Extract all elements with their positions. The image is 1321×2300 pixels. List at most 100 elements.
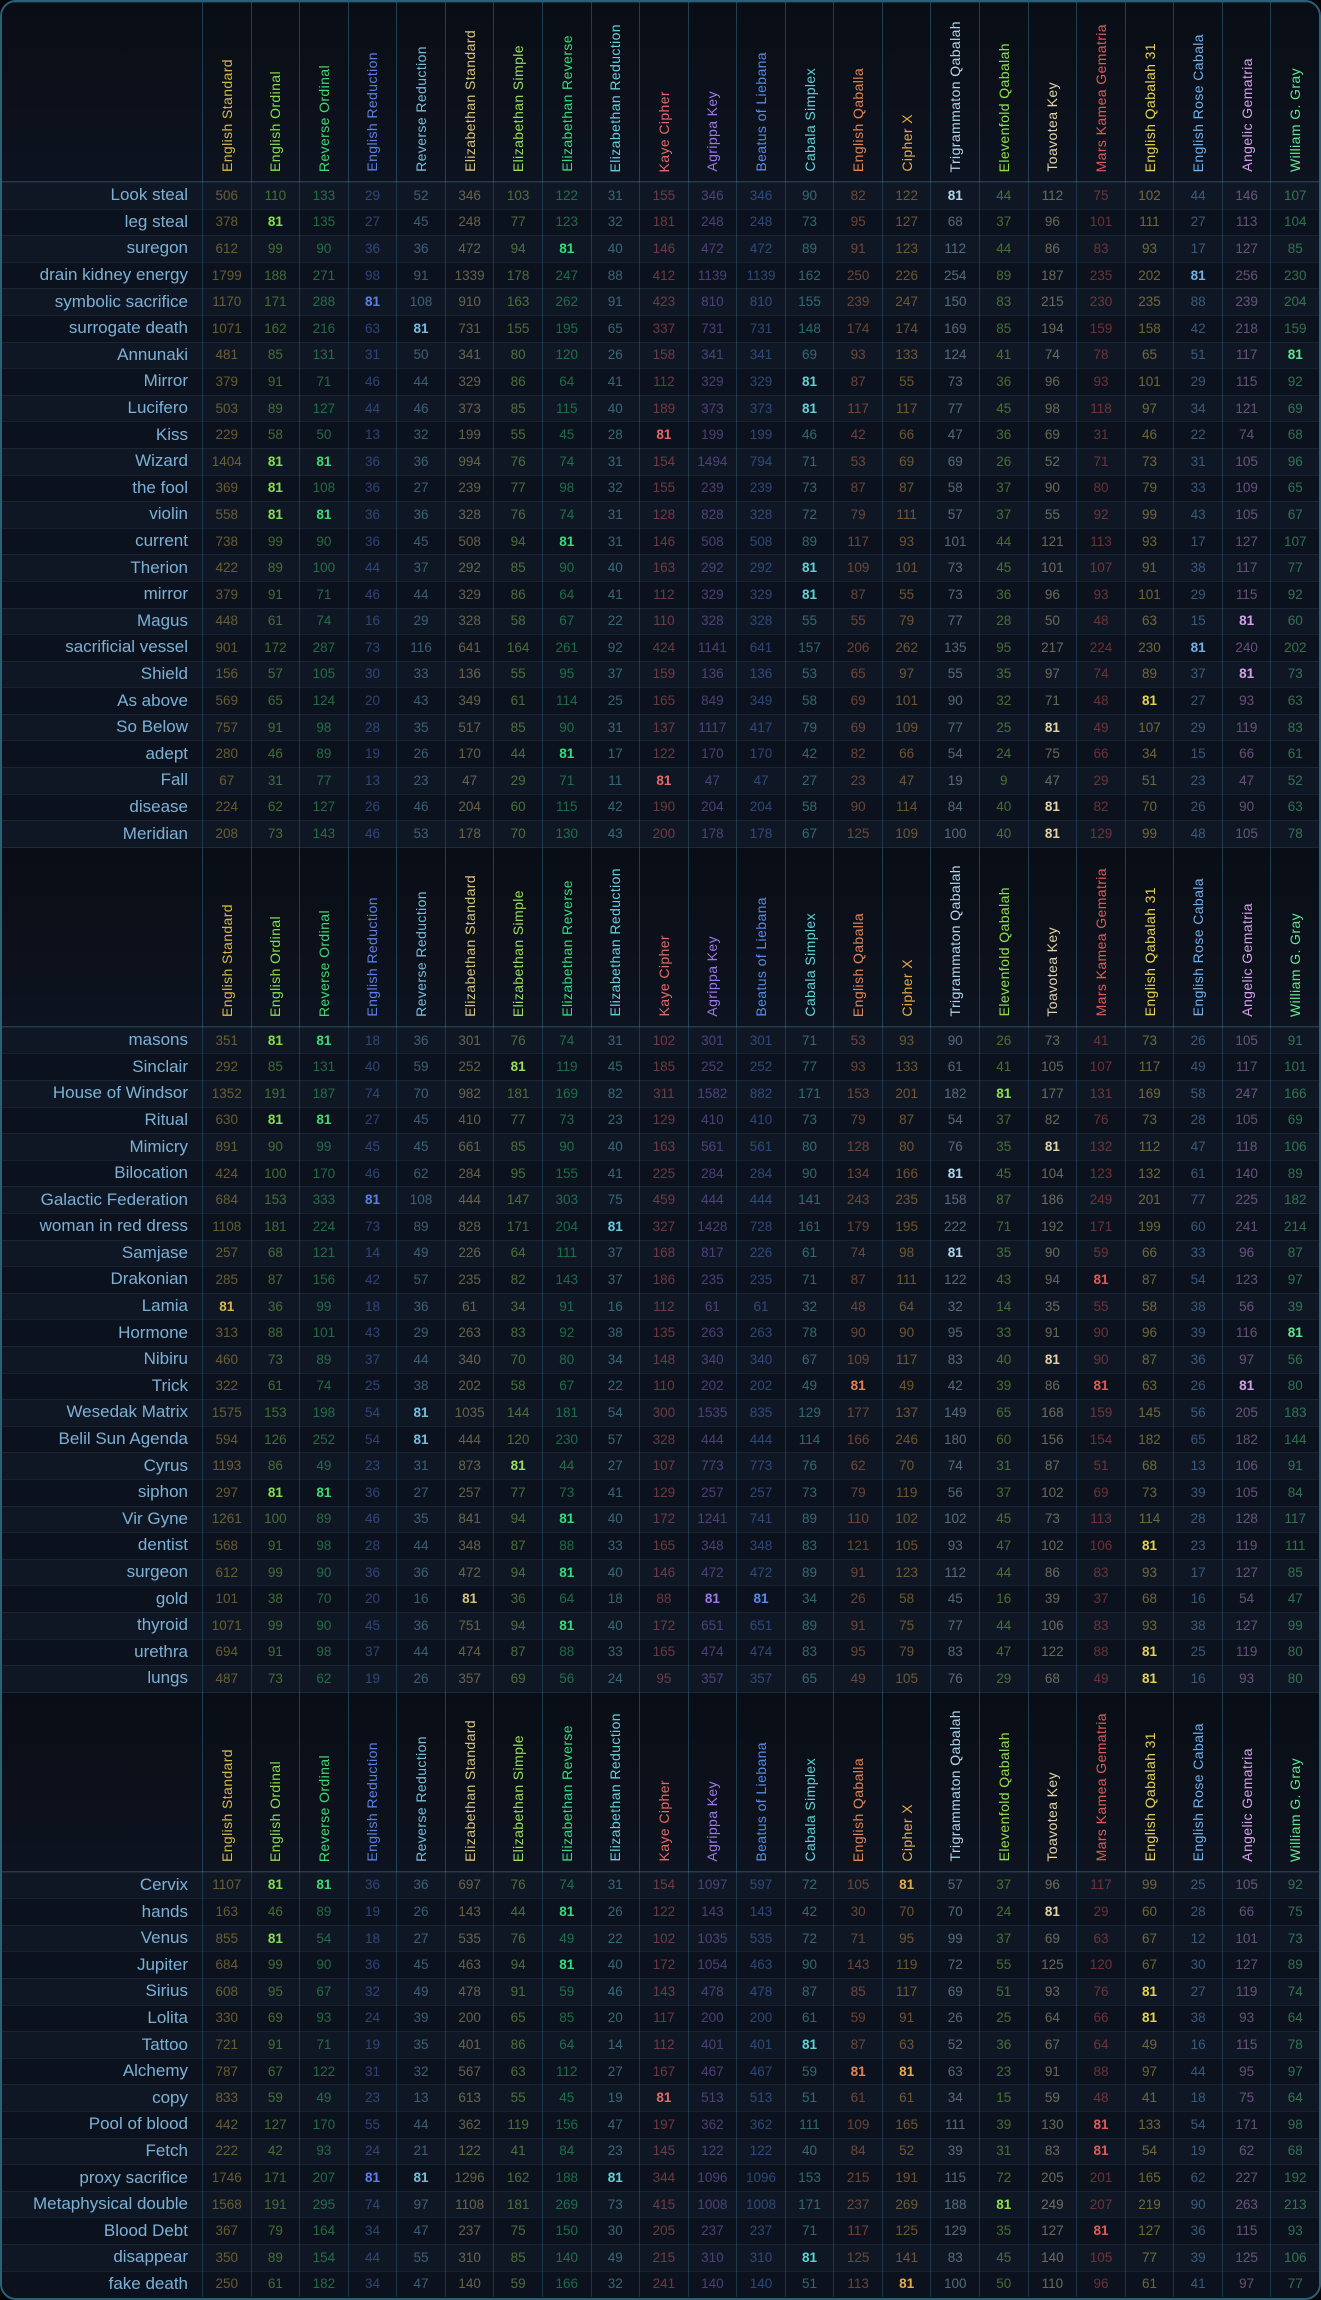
phrase-link[interactable]: Samjase (121, 1242, 188, 1262)
phrase-link[interactable]: surrogate death (68, 318, 188, 338)
column-header-english-qaballa[interactable]: English Qaballa (833, 846, 882, 1027)
phrase-link[interactable]: Jupiter (136, 1954, 188, 1974)
column-header-agrippa-key[interactable]: Agrippa Key (687, 1691, 737, 1872)
column-header-mars-kamea-gematria[interactable]: Mars Kamea Gematria (1076, 846, 1125, 1027)
phrase-link[interactable]: proxy sacrifice (79, 2167, 188, 2187)
column-header-toavotea-key[interactable]: Toavotea Key (1027, 1691, 1077, 1872)
column-header-angelic-gematria[interactable]: Angelic Gematria (1221, 846, 1271, 1027)
column-header-elevenfold-qabalah[interactable]: Elevenfold Qabalah (979, 846, 1028, 1027)
column-header-elizabethan-standard[interactable]: Elizabethan Standard (444, 846, 494, 1027)
column-header-kaye-cipher[interactable]: Kaye Cipher (639, 846, 688, 1027)
phrase-link[interactable]: dentist (137, 1535, 188, 1555)
column-header-kaye-cipher[interactable]: Kaye Cipher (639, 2, 688, 182)
phrase-link[interactable]: Metaphysical double (33, 2194, 188, 2214)
phrase-link[interactable]: Sinclair (132, 1056, 188, 1076)
column-header-reverse-reduction[interactable]: Reverse Reduction (396, 2, 445, 182)
column-header-english-standard[interactable]: English Standard (202, 2, 251, 182)
phrase-link[interactable]: Venus (140, 1928, 188, 1948)
phrase-link[interactable]: So Below (116, 717, 188, 737)
column-header-toavotea-key[interactable]: Toavotea Key (1027, 846, 1077, 1027)
phrase-link[interactable]: Lucifero (127, 398, 188, 418)
phrase-link[interactable]: Bilocation (114, 1163, 188, 1183)
phrase-link[interactable]: lungs (147, 1668, 188, 1688)
phrase-link[interactable]: Mimicry (129, 1136, 188, 1156)
column-header-english-qaballa[interactable]: English Qaballa (833, 2, 882, 182)
column-header-elizabethan-reverse[interactable]: Elizabethan Reverse (541, 846, 591, 1027)
phrase-link[interactable]: woman in red dress (39, 1216, 188, 1236)
column-header-elevenfold-qabalah[interactable]: Elevenfold Qabalah (979, 1691, 1028, 1872)
phrase-link[interactable]: violin (149, 504, 188, 524)
phrase-link[interactable]: surgeon (126, 1562, 188, 1582)
phrase-link[interactable]: Cervix (139, 1874, 188, 1894)
phrase-link[interactable]: House of Windsor (52, 1083, 188, 1103)
column-header-william-g-gray[interactable]: William G. Gray (1270, 846, 1319, 1027)
column-header-cipher-x[interactable]: Cipher X (881, 1691, 931, 1872)
phrase-link[interactable]: disappear (113, 2247, 188, 2267)
phrase-link[interactable]: Belil Sun Agenda (58, 1429, 189, 1449)
phrase-link[interactable]: Magus (136, 610, 188, 630)
phrase-link[interactable]: copy (152, 2087, 188, 2107)
phrase-link[interactable]: Vir Gyne (122, 1508, 188, 1528)
column-header-cabala-simplex[interactable]: Cabala Simplex (784, 846, 834, 1027)
phrase-link[interactable]: disease (129, 796, 188, 816)
column-header-english-qabalah-31[interactable]: English Qabalah 31 (1124, 2, 1174, 182)
column-header-toavotea-key[interactable]: Toavotea Key (1027, 2, 1077, 182)
phrase-link[interactable]: urethra (134, 1641, 188, 1661)
phrase-link[interactable]: Therion (130, 557, 188, 577)
column-header-angelic-gematria[interactable]: Angelic Gematria (1221, 2, 1271, 182)
phrase-link[interactable]: masons (128, 1030, 188, 1050)
column-header-elizabethan-standard[interactable]: Elizabethan Standard (444, 1691, 494, 1872)
phrase-link[interactable]: Ritual (144, 1109, 188, 1129)
phrase-link[interactable]: Sirius (145, 1981, 188, 2001)
column-header-english-qabalah-31[interactable]: English Qabalah 31 (1124, 846, 1174, 1027)
column-header-reverse-ordinal[interactable]: Reverse Ordinal (299, 1691, 348, 1872)
phrase-link[interactable]: Cyrus (143, 1455, 188, 1475)
column-header-english-rose-cabala[interactable]: English Rose Cabala (1173, 846, 1222, 1027)
column-header-reverse-ordinal[interactable]: Reverse Ordinal (299, 846, 348, 1027)
column-header-elizabethan-simple[interactable]: Elizabethan Simple (493, 2, 542, 182)
phrase-link[interactable]: Fetch (145, 2140, 188, 2160)
column-header-mars-kamea-gematria[interactable]: Mars Kamea Gematria (1076, 2, 1125, 182)
phrase-link[interactable]: Drakonian (110, 1269, 189, 1289)
column-header-english-ordinal[interactable]: English Ordinal (250, 1691, 300, 1872)
column-header-english-standard[interactable]: English Standard (202, 1691, 251, 1872)
column-header-kaye-cipher[interactable]: Kaye Cipher (639, 1691, 688, 1872)
column-header-cabala-simplex[interactable]: Cabala Simplex (784, 2, 834, 182)
column-header-reverse-reduction[interactable]: Reverse Reduction (396, 846, 445, 1027)
column-header-cipher-x[interactable]: Cipher X (881, 846, 931, 1027)
column-header-english-reduction[interactable]: English Reduction (347, 1691, 397, 1872)
column-header-cabala-simplex[interactable]: Cabala Simplex (784, 1691, 834, 1872)
phrase-link[interactable]: Wesedak Matrix (66, 1402, 188, 1422)
phrase-link[interactable]: current (135, 531, 188, 551)
column-header-beatus-of-liebana[interactable]: Beatus of Liebana (736, 2, 785, 182)
phrase-link[interactable]: Wizard (135, 451, 188, 471)
phrase-link[interactable]: Tattoo (141, 2034, 188, 2054)
phrase-link[interactable]: Nibiru (143, 1349, 188, 1369)
column-header-elizabethan-simple[interactable]: Elizabethan Simple (493, 846, 542, 1027)
column-header-agrippa-key[interactable]: Agrippa Key (687, 846, 737, 1027)
column-header-elizabethan-reduction[interactable]: Elizabethan Reduction (590, 846, 640, 1027)
phrase-link[interactable]: Look steal (110, 185, 189, 205)
column-header-elevenfold-qabalah[interactable]: Elevenfold Qabalah (979, 2, 1028, 182)
column-header-angelic-gematria[interactable]: Angelic Gematria (1221, 1691, 1271, 1872)
phrase-link[interactable]: Hormone (118, 1322, 188, 1342)
column-header-english-reduction[interactable]: English Reduction (347, 2, 397, 182)
column-header-reverse-reduction[interactable]: Reverse Reduction (396, 1691, 445, 1872)
column-header-english-qaballa[interactable]: English Qaballa (833, 1691, 882, 1872)
column-header-english-rose-cabala[interactable]: English Rose Cabala (1173, 1691, 1222, 1872)
phrase-link[interactable]: Mirror (143, 371, 188, 391)
phrase-link[interactable]: the fool (132, 477, 188, 497)
column-header-reverse-ordinal[interactable]: Reverse Ordinal (299, 2, 348, 182)
phrase-link[interactable]: siphon (137, 1482, 188, 1502)
phrase-link[interactable]: drain kidney energy (39, 265, 188, 285)
phrase-link[interactable]: Alchemy (122, 2061, 188, 2081)
phrase-link[interactable]: suregon (126, 238, 188, 258)
column-header-trigrammaton-qabalah[interactable]: Trigrammaton Qabalah (930, 1691, 979, 1872)
column-header-elizabethan-reduction[interactable]: Elizabethan Reduction (590, 2, 640, 182)
column-header-trigrammaton-qabalah[interactable]: Trigrammaton Qabalah (930, 846, 979, 1027)
phrase-link[interactable]: Meridian (122, 823, 188, 843)
column-header-beatus-of-liebana[interactable]: Beatus of Liebana (736, 846, 785, 1027)
column-header-english-ordinal[interactable]: English Ordinal (250, 2, 300, 182)
phrase-link[interactable]: leg steal (124, 211, 188, 231)
phrase-link[interactable]: mirror (143, 584, 188, 604)
